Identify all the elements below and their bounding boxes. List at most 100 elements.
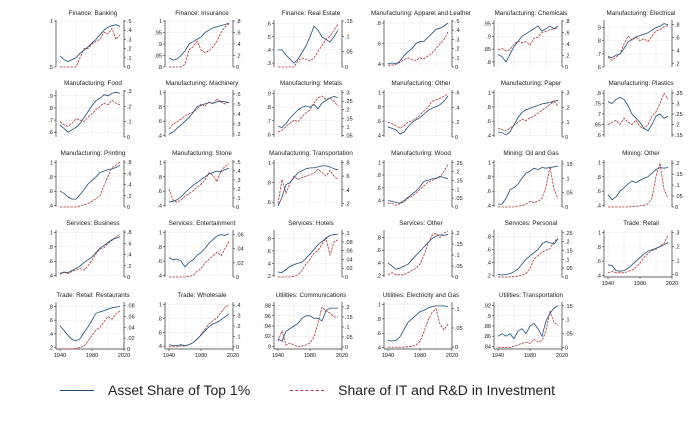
- svg-text:1: 1: [159, 302, 162, 308]
- line-plot: .8 .6 .4 .2 .2 .15 .1 .05 0: [376, 230, 463, 281]
- svg-text:.4: .4: [127, 183, 132, 189]
- it-share-series: [498, 309, 559, 348]
- line-plot: 1 .5 .5 .4 .3 .2 .1 0: [48, 19, 132, 71]
- svg-text:.3: .3: [345, 91, 350, 97]
- line-plot: 1 .8 .6 .4 .6 .5 .4 .3 .2: [157, 90, 241, 140]
- svg-text:.2: .2: [565, 240, 570, 246]
- svg-text:1: 1: [50, 160, 53, 166]
- svg-text:.4: .4: [565, 42, 570, 48]
- svg-text:.8: .8: [48, 175, 53, 181]
- svg-text:.06: .06: [236, 233, 244, 239]
- svg-text:.6: .6: [48, 189, 53, 195]
- svg-text:.8: .8: [266, 105, 271, 111]
- svg-text:.2: .2: [455, 47, 460, 53]
- panel-title: Manufacturing: Paper: [500, 80, 562, 87]
- svg-text:.8: .8: [127, 230, 132, 236]
- svg-text:.8: .8: [376, 105, 381, 111]
- svg-text:.25: .25: [455, 161, 463, 167]
- panel-trade-wholesale: Trade: Wholesale 1 .8 .6 .4 .4 .3 .2 .1 0 1940 1980…: [147, 292, 257, 360]
- svg-text:.2: .2: [345, 305, 350, 311]
- svg-text:.4: .4: [486, 204, 491, 210]
- it-share-series: [498, 166, 559, 208]
- panel-services-hotels: Services: Hotels .8 .6 .4 .2 .1 .08 .06 .04 .02 0: [256, 220, 366, 288]
- svg-text:0: 0: [565, 275, 568, 281]
- svg-text:0: 0: [455, 65, 458, 71]
- it-share-series: [498, 237, 559, 278]
- svg-text:.2: .2: [565, 54, 570, 60]
- asset-share-series: [607, 242, 669, 272]
- svg-text:.25: .25: [345, 99, 353, 105]
- line-plot: 1 .8 .6 .4 .15 .1 .05 0: [486, 160, 573, 211]
- svg-text:.4: .4: [48, 274, 53, 280]
- asset-share-series: [607, 96, 669, 132]
- svg-text:.6: .6: [376, 119, 381, 125]
- svg-text:.3: .3: [675, 102, 680, 108]
- svg-text:.88: .88: [483, 324, 491, 330]
- svg-text:.4: .4: [236, 112, 241, 118]
- svg-text:.2: .2: [127, 47, 132, 53]
- legend-solid-line-icon: [60, 389, 94, 391]
- panel-manufacturing-machinery: Manufacturing: Machinery 1 .8 .6 .4 .6 .5 .4 .3.…: [147, 80, 257, 148]
- panel-title: Manufacturing: Transportation: [269, 150, 353, 157]
- svg-text:.6: .6: [376, 186, 381, 192]
- asset-share-series: [59, 306, 121, 342]
- svg-text:.9: .9: [48, 94, 53, 100]
- svg-text:.8: .8: [157, 65, 162, 71]
- svg-text:.4: .4: [486, 134, 491, 140]
- svg-text:.7: .7: [596, 112, 601, 118]
- line-plot: .8 .6 .4 .5 .4 .3 .2 .1 0: [376, 19, 460, 71]
- svg-text:.05: .05: [675, 194, 683, 200]
- panel-title: Manufacturing: Metals: [280, 80, 342, 87]
- it-share-series: [59, 234, 121, 275]
- svg-text:.1: .1: [565, 318, 570, 324]
- svg-text:1: 1: [598, 160, 601, 166]
- svg-text:.4: .4: [455, 105, 460, 111]
- panel-services-entertainment: Services: Entertainment 1 .8 .6 .4 .06 .04 .02 0: [147, 220, 257, 288]
- svg-text:.15: .15: [675, 133, 683, 139]
- svg-text:.2: .2: [675, 122, 680, 128]
- svg-text:1980: 1980: [304, 353, 316, 359]
- svg-text:.2: .2: [345, 108, 350, 114]
- svg-text:1: 1: [159, 19, 162, 25]
- svg-text:.1: .1: [675, 183, 680, 189]
- svg-text:.2: .2: [127, 104, 132, 110]
- line-plot: 1 .8 .6 .4 .6 .4 .2 0: [376, 90, 460, 141]
- svg-text:.6: .6: [486, 189, 491, 195]
- svg-text:2020: 2020: [336, 353, 348, 359]
- svg-text:.94: .94: [263, 324, 271, 330]
- svg-text:.9: .9: [486, 34, 491, 40]
- svg-text:.04: .04: [236, 247, 244, 253]
- svg-text:.6: .6: [596, 189, 601, 195]
- asset-share-series: [168, 233, 230, 268]
- svg-text:1: 1: [50, 19, 53, 25]
- svg-text:.86: .86: [483, 334, 491, 340]
- line-plot: .95 .9 .85 .8 .8 .6 .4 .2 0: [483, 19, 570, 71]
- svg-text:0: 0: [127, 205, 130, 211]
- svg-text:0: 0: [675, 205, 678, 211]
- svg-text:.8: .8: [345, 160, 350, 166]
- svg-text:.2: .2: [486, 274, 491, 280]
- asset-share-series: [607, 167, 669, 201]
- svg-text:.05: .05: [565, 266, 573, 272]
- svg-text:1: 1: [50, 230, 53, 236]
- line-plot: 1 .8 .6 .4 .3 .2 .1 0 1940 1980 2020: [596, 230, 680, 287]
- svg-text:.8: .8: [236, 19, 241, 25]
- svg-text:.75: .75: [593, 102, 601, 108]
- svg-text:1980: 1980: [195, 353, 207, 359]
- svg-text:0: 0: [565, 135, 568, 141]
- svg-text:.02: .02: [345, 266, 353, 272]
- svg-text:.96: .96: [263, 314, 271, 320]
- svg-text:.3: .3: [236, 314, 241, 320]
- svg-text:0: 0: [565, 346, 568, 352]
- svg-text:.15: .15: [565, 248, 573, 254]
- it-share-series: [59, 99, 121, 127]
- it-share-series: [388, 164, 449, 206]
- svg-text:.6: .6: [565, 31, 570, 37]
- line-plot: .8 .6 .4 .2 .1 .08 .06 .04 .02 0: [266, 230, 353, 281]
- svg-text:2020: 2020: [118, 353, 130, 359]
- svg-text:.4: .4: [236, 169, 241, 175]
- svg-text:0: 0: [236, 275, 239, 281]
- svg-text:.4: .4: [345, 188, 350, 194]
- it-share-series: [277, 95, 339, 133]
- svg-text:.2: .2: [236, 324, 241, 330]
